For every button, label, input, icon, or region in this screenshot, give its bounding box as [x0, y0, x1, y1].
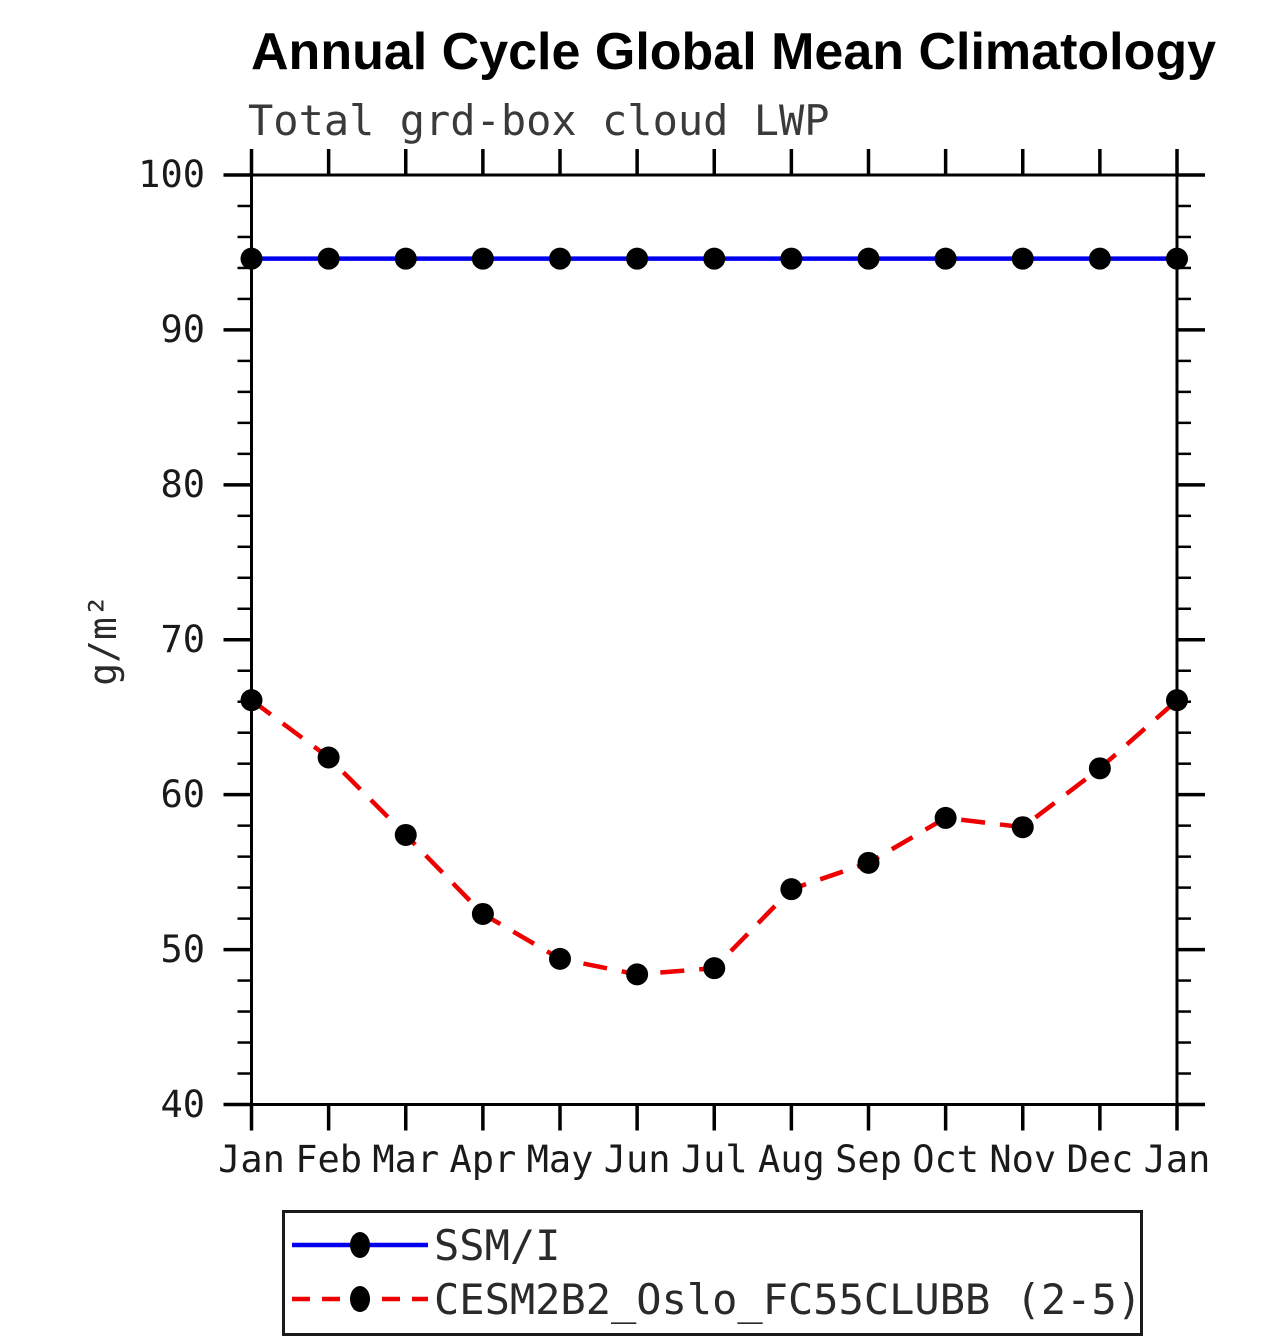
- x-tick-label: Jul: [680, 1138, 748, 1181]
- x-tick-label: Jan: [1143, 1138, 1211, 1181]
- x-tick-label: Apr: [449, 1138, 517, 1181]
- y-tick-label: 60: [160, 772, 205, 816]
- legend-label: CESM2B2_Oslo_FC55CLUBB (2-5): [434, 1274, 1143, 1324]
- x-tick-label: Aug: [757, 1138, 825, 1181]
- x-tick-label: Sep: [835, 1138, 902, 1181]
- y-tick-label: 40: [160, 1082, 205, 1126]
- x-tick-label: Nov: [989, 1138, 1057, 1181]
- y-tick-label: 100: [138, 153, 205, 196]
- chart-title: Annual Cycle Global Mean Climatology: [251, 23, 1217, 81]
- legend-entry-cesm: CESM2B2_Oslo_FC55CLUBB (2-5): [290, 1273, 1142, 1325]
- x-tick-label: May: [526, 1138, 594, 1181]
- x-tick-label: Jan: [218, 1138, 285, 1181]
- x-tick-label: Dec: [1066, 1138, 1134, 1181]
- x-tick-label: Feb: [295, 1138, 363, 1181]
- y-tick-label: 90: [160, 307, 205, 351]
- y-tick-label: 70: [160, 617, 205, 661]
- legend: SSM/I CESM2B2_Oslo_FC55CLUBB (2-5): [282, 1210, 1143, 1336]
- legend-entry-ssmi: SSM/I: [290, 1219, 560, 1271]
- x-tick-label: Jun: [603, 1138, 671, 1181]
- legend-line-dashed-icon: [292, 1286, 428, 1312]
- x-tick-label: Mar: [372, 1138, 440, 1181]
- y-tick-label: 80: [160, 462, 205, 506]
- legend-line-solid-icon: [292, 1232, 428, 1258]
- chart-subtitle: Total grd-box cloud LWP: [248, 96, 830, 145]
- x-tick-label: Oct: [912, 1138, 980, 1181]
- y-tick-label: 50: [160, 927, 205, 971]
- legend-label: SSM/I: [434, 1220, 561, 1270]
